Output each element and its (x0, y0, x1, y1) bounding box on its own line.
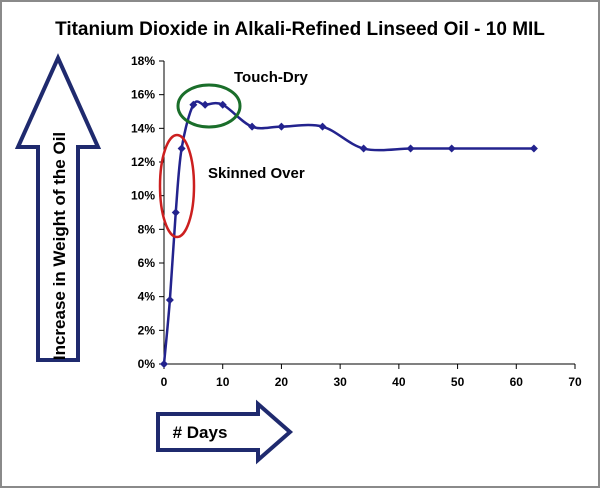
data-point (277, 122, 286, 131)
x-tick-label: 50 (451, 375, 465, 389)
x-axis-label: # Days (173, 423, 228, 442)
data-point (318, 122, 327, 131)
y-tick-label: 8% (138, 222, 156, 236)
y-axis-label: Increase in Weight of the Oil (50, 132, 69, 360)
x-tick-label: 60 (510, 375, 524, 389)
y-tick-label: 18% (131, 54, 155, 68)
annotation-skinned-over: Skinned Over (208, 165, 305, 182)
y-tick-label: 2% (138, 323, 156, 337)
data-point (529, 144, 538, 153)
x-tick-label: 20 (275, 375, 289, 389)
x-axis-arrow: # Days (156, 399, 294, 465)
data-point (160, 360, 168, 368)
touch-dry-ellipse (176, 83, 242, 129)
x-tick-labels: 0 10 20 30 40 50 60 70 (161, 375, 582, 389)
skinned-over-ellipse (158, 133, 196, 239)
y-tick-label: 10% (131, 189, 155, 203)
right-arrow-icon (156, 399, 294, 465)
y-tick-labels: 0% 2% 4% 6% 8% 10% 12% 14% 16% 18% (131, 54, 155, 371)
y-axis-arrow: Increase in Weight of the Oil (14, 53, 102, 362)
data-point (406, 144, 415, 153)
chart-title: Titanium Dioxide in Alkali-Refined Linse… (55, 19, 545, 40)
data-point (248, 122, 257, 131)
data-point (447, 144, 456, 153)
data-point (177, 144, 186, 153)
y-tick-label: 6% (138, 256, 156, 270)
x-tick-label: 10 (216, 375, 230, 389)
annotation-touch-dry: Touch-Dry (234, 69, 309, 86)
x-tick-label: 70 (568, 375, 582, 389)
data-point (201, 100, 210, 109)
x-tick-label: 0 (161, 375, 168, 389)
data-point (171, 208, 180, 217)
x-tick-label: 30 (333, 375, 347, 389)
data-point (359, 144, 368, 153)
y-tick-label: 16% (131, 88, 155, 102)
y-tick-label: 4% (138, 290, 156, 304)
series-group (160, 100, 538, 368)
data-point (165, 296, 174, 305)
data-point (189, 100, 198, 109)
up-arrow-icon (14, 53, 102, 362)
data-point (218, 100, 227, 109)
y-tick-label: 0% (138, 357, 156, 371)
y-tick-label: 14% (131, 121, 155, 135)
series-line (162, 100, 534, 365)
x-tick-label: 40 (392, 375, 406, 389)
y-tick-label: 12% (131, 155, 155, 169)
